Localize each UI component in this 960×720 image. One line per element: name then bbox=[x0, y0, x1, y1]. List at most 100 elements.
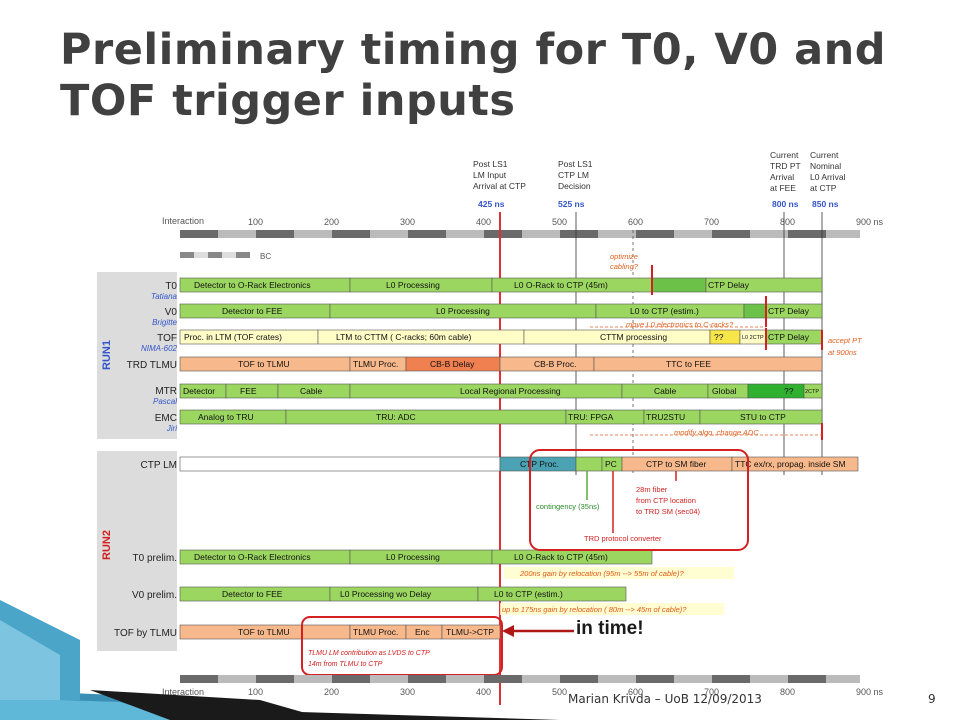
axis-stripe bbox=[180, 230, 218, 238]
axis-stripe bbox=[408, 675, 446, 683]
note-accept-pt: accept PT bbox=[828, 336, 863, 345]
axis-stripe bbox=[256, 230, 294, 238]
svg-text:TLMU->CTP: TLMU->CTP bbox=[446, 627, 494, 637]
axis-stripe bbox=[560, 675, 598, 683]
svg-text:425 ns: 425 ns bbox=[478, 199, 505, 209]
marker-800: Current TRD PT Arrival at FEE 800 ns bbox=[770, 150, 801, 209]
note-protocol: TRD protocol converter bbox=[584, 534, 662, 543]
svg-text:TOF to TLMU: TOF to TLMU bbox=[238, 627, 290, 637]
svg-text:at 900ns: at 900ns bbox=[828, 348, 857, 357]
ctp-detail-box bbox=[529, 449, 749, 551]
axis-label-bottom: Interaction bbox=[162, 687, 204, 697]
svg-text:TRD PT: TRD PT bbox=[770, 161, 801, 171]
row-label-emc: EMC bbox=[155, 413, 177, 424]
footer-author-date: Marian Krivda – UoB 12/09/2013 bbox=[568, 692, 762, 706]
axis-tick: 800 bbox=[780, 687, 795, 697]
axis-stripe bbox=[332, 675, 370, 683]
note-modify-algo: modify algo, change ADC bbox=[674, 428, 759, 437]
svg-text:200ns gain by relocation (95m: 200ns gain by relocation (95m --> 55m of… bbox=[519, 569, 684, 578]
axis-tick: 100 bbox=[248, 687, 263, 697]
axis-tick: 400 bbox=[476, 687, 491, 697]
bc-strip bbox=[180, 252, 250, 258]
svg-text:L0 to CTP (estim.): L0 to CTP (estim.) bbox=[494, 589, 563, 599]
svg-text:Detector to FEE: Detector to FEE bbox=[222, 589, 283, 599]
svg-text:L0 Processing: L0 Processing bbox=[436, 306, 490, 316]
row-label-ctplm: CTP LM bbox=[141, 460, 178, 471]
page-number: 9 bbox=[928, 692, 936, 706]
svg-text:TRU: ADC: TRU: ADC bbox=[376, 412, 416, 422]
svg-text:STU to CTP: STU to CTP bbox=[740, 412, 786, 422]
axis-stripe bbox=[788, 675, 826, 683]
marker-425: Post LS1 LM Input Arrival at CTP 425 ns bbox=[473, 159, 526, 209]
axis-tick: 900 ns bbox=[856, 687, 884, 697]
svg-text:??: ?? bbox=[784, 386, 794, 396]
svg-text:TLMU Proc.: TLMU Proc. bbox=[353, 359, 398, 369]
axis-tick: 300 bbox=[400, 217, 415, 227]
svg-text:525 ns: 525 ns bbox=[558, 199, 585, 209]
svg-text:Jiri: Jiri bbox=[166, 424, 177, 433]
note-tlmu: TLMU LM contribution as LVDS to CTP bbox=[308, 650, 430, 657]
svg-text:850 ns: 850 ns bbox=[812, 199, 839, 209]
svg-text:Post LS1: Post LS1 bbox=[558, 159, 593, 169]
svg-text:TTC ex/rx, propag. inside SM: TTC ex/rx, propag. inside SM bbox=[735, 459, 846, 469]
marker-525: Post LS1 CTP LM Decision 525 ns bbox=[558, 159, 593, 209]
timing-diagram: RUN1 RUN2 Interaction 100 200 300 400 500 600… bbox=[80, 145, 900, 710]
svg-text:Global: Global bbox=[712, 386, 737, 396]
axis-tick: 500 bbox=[552, 687, 567, 697]
svg-text:Detector to FEE: Detector to FEE bbox=[222, 306, 283, 316]
svg-text:L0 Arrival: L0 Arrival bbox=[810, 172, 846, 182]
svg-text:Cable: Cable bbox=[300, 386, 322, 396]
svg-text:L0 Processing: L0 Processing bbox=[386, 280, 440, 290]
svg-text:NIMA-602: NIMA-602 bbox=[141, 344, 178, 353]
axis-stripe bbox=[560, 230, 598, 238]
svg-text:Arrival at CTP: Arrival at CTP bbox=[473, 181, 526, 191]
svg-text:at CTP: at CTP bbox=[810, 183, 837, 193]
svg-text:Post LS1: Post LS1 bbox=[473, 159, 508, 169]
note-fiber: 28m fiber bbox=[636, 485, 668, 494]
svg-text:CTP Delay: CTP Delay bbox=[708, 280, 750, 290]
svg-text:Arrival: Arrival bbox=[770, 172, 794, 182]
axis-tick: 600 bbox=[628, 687, 643, 697]
axis-tick: 100 bbox=[248, 217, 263, 227]
svg-text:L0 Processing: L0 Processing bbox=[386, 552, 440, 562]
row-label-v0-prelim: V0 prelim. bbox=[132, 590, 177, 601]
svg-text:800 ns: 800 ns bbox=[772, 199, 799, 209]
svg-text:Cable: Cable bbox=[654, 386, 676, 396]
axis-tick: 600 bbox=[628, 217, 643, 227]
svg-text:CTP to SM fiber: CTP to SM fiber bbox=[646, 459, 706, 469]
svg-text:Detector to O-Rack Electronics: Detector to O-Rack Electronics bbox=[194, 552, 311, 562]
footer-wave-decoration bbox=[0, 690, 560, 720]
svg-text:L0 O-Rack to CTP (45m): L0 O-Rack to CTP (45m) bbox=[514, 552, 608, 562]
svg-text:Brigitte: Brigitte bbox=[152, 318, 177, 327]
svg-text:L0 to CTP (estim.): L0 to CTP (estim.) bbox=[630, 306, 699, 316]
axis-stripe bbox=[408, 230, 446, 238]
svg-text:L0 O-Rack to CTP (45m): L0 O-Rack to CTP (45m) bbox=[514, 280, 608, 290]
svg-text:at FEE: at FEE bbox=[770, 183, 796, 193]
svg-text:Nominal: Nominal bbox=[810, 161, 841, 171]
row-label-t0-prelim: T0 prelim. bbox=[133, 553, 177, 564]
run2-label: RUN2 bbox=[101, 530, 113, 560]
svg-text:CTP Delay: CTP Delay bbox=[768, 306, 810, 316]
svg-text:CB-B Proc.: CB-B Proc. bbox=[534, 359, 577, 369]
row-label-trd: TRD TLMU bbox=[127, 360, 177, 371]
run1-label: RUN1 bbox=[101, 340, 113, 370]
svg-text:Pascal: Pascal bbox=[153, 397, 177, 406]
in-time-label: in time! bbox=[576, 618, 644, 639]
svg-text:??: ?? bbox=[714, 332, 724, 342]
slide-title: Preliminary timing for T0, V0 and TOF tr… bbox=[60, 25, 887, 126]
row-label-tof-tlmu: TOF by TLMU bbox=[114, 628, 177, 639]
svg-text:from CTP location: from CTP location bbox=[636, 496, 696, 505]
axis-tick: 800 bbox=[780, 217, 795, 227]
svg-text:TTC to FEE: TTC to FEE bbox=[666, 359, 711, 369]
axis-tick: 400 bbox=[476, 217, 491, 227]
svg-text:CTTM processing: CTTM processing bbox=[600, 332, 667, 342]
axis-label-top: Interaction bbox=[162, 216, 204, 226]
axis-stripe bbox=[712, 230, 750, 238]
svg-text:2CTP: 2CTP bbox=[805, 389, 819, 395]
svg-text:Analog to TRU: Analog to TRU bbox=[198, 412, 254, 422]
note-optimize: optimize bbox=[610, 252, 638, 261]
svg-text:TRU: FPGA: TRU: FPGA bbox=[568, 412, 614, 422]
svg-text:LTM to CTTM ( C-racks; 60m cab: LTM to CTTM ( C-racks; 60m cable) bbox=[336, 332, 472, 342]
svg-text:CTP Delay: CTP Delay bbox=[768, 332, 810, 342]
axis-tick: 700 bbox=[704, 217, 719, 227]
